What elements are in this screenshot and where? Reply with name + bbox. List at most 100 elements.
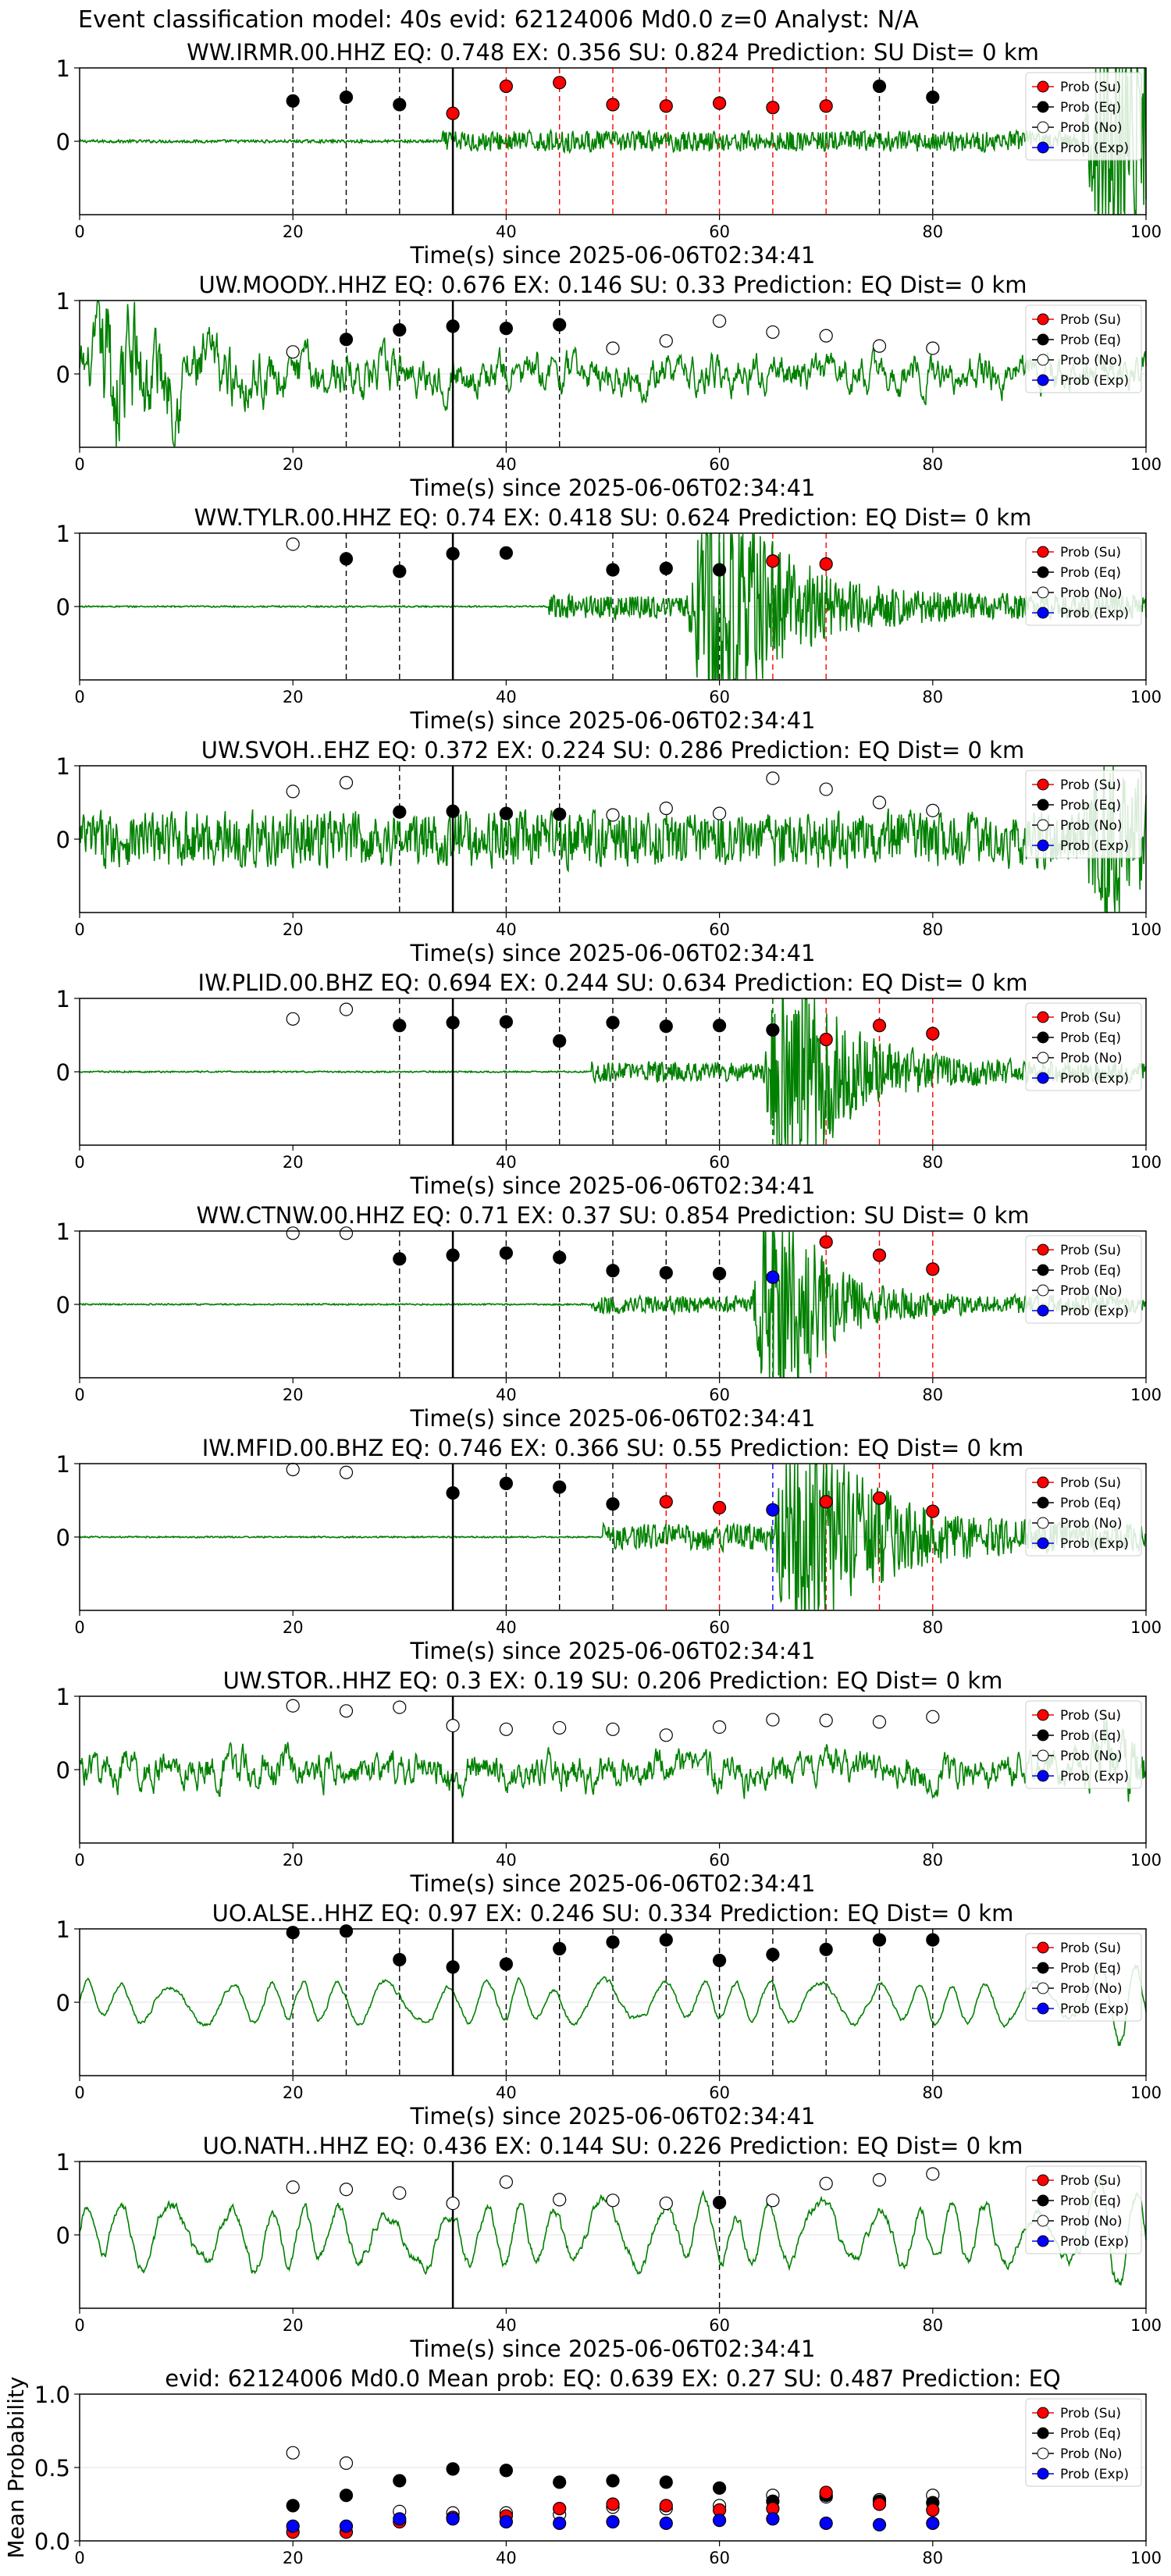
mean-prob-point [926,2516,940,2531]
prob-point [286,1926,300,1940]
x-axis-label: Time(s) since 2025-06-06T02:34:41 [410,242,816,269]
subplot-panel: WW.IRMR.00.HHZ EQ: 0.748 EX: 0.356 SU: 0… [56,39,1162,269]
prob-point [659,801,673,816]
y-tick-label: 0 [56,827,70,853]
x-tick-label: 80 [922,2549,943,2567]
prob-point [339,1924,354,1938]
legend-marker [1037,80,1049,93]
prob-point [339,333,354,347]
legend-label: Prob (Su) [1060,80,1121,95]
x-axis-label: Time(s) since 2025-06-06T02:34:41 [410,1172,816,1199]
legend-marker [1037,354,1049,366]
subplot-title: evid: 62124006 Md0.0 Mean prob: EQ: 0.63… [165,2365,1061,2392]
prob-point [766,1270,780,1284]
y-tick-label: 0 [56,129,70,155]
prob-point [926,1933,940,1947]
prob-point [499,1476,514,1490]
x-tick-label: 100 [1130,222,1162,241]
mean-prob-point [926,2503,940,2517]
y-tick-label: 0.5 [34,2455,70,2482]
prob-point [766,1023,780,1037]
legend-label: Prob (Eq) [1060,333,1121,348]
legend-marker [1037,607,1049,619]
prob-point [339,90,354,105]
y-tick-label: 1 [56,753,70,780]
legend-marker [1037,1941,1049,1954]
prob-point [606,98,620,112]
prob-point [819,329,833,343]
prob-point [926,1262,940,1276]
mean-prob-point [339,2456,354,2470]
y-axis-label: Mean Probability [3,2376,29,2558]
mean-prob-point [553,2475,567,2489]
prob-point [393,1019,407,1033]
subplot-title: UO.ALSE..HHZ EQ: 0.97 EX: 0.246 SU: 0.33… [212,1900,1014,1927]
legend-label: Prob (Exp) [1060,373,1129,389]
x-tick-label: 100 [1130,2083,1162,2102]
waveform-trace [79,68,1147,215]
mean-prob-point [446,2462,460,2476]
prob-point [339,776,354,790]
prob-point [712,1953,727,1968]
legend-label: Prob (Su) [1060,1475,1121,1491]
legend-label: Prob (No) [1060,120,1123,136]
x-tick-label: 40 [496,222,517,241]
legend-label: Prob (Su) [1060,1010,1121,1026]
x-tick-label: 60 [709,688,730,706]
x-tick-label: 80 [922,920,943,939]
legend-marker [1037,566,1049,578]
prob-point [606,341,620,355]
legend-marker [1037,1709,1049,1721]
mean-prob-point [286,2446,300,2460]
legend-marker [1037,1770,1049,1782]
prob-point [659,1265,673,1280]
prob-point [446,1485,460,1500]
legend-label: Prob (Su) [1060,777,1121,793]
mean-prob-point [872,2517,887,2532]
x-tick-label: 80 [922,1618,943,1637]
prob-point [553,1720,567,1735]
mean-prob-point [553,2516,567,2531]
prob-point [659,1728,673,1742]
x-tick-label: 40 [496,688,517,706]
x-tick-label: 80 [922,1153,943,1172]
y-tick-label: 1 [56,288,70,315]
legend-label: Prob (Exp) [1060,606,1129,621]
x-tick-label: 40 [496,455,517,474]
prob-point [446,1248,460,1262]
x-tick-label: 40 [496,1851,517,1870]
prob-point [872,795,887,809]
mean-prob-point [446,2512,460,2526]
legend-label: Prob (Exp) [1060,1536,1129,1552]
x-tick-label: 20 [283,222,304,241]
prob-point [819,1713,833,1727]
mean-prob-point [872,2497,887,2511]
x-tick-label: 0 [74,2083,84,2102]
prob-point [926,341,940,355]
mean-prob-point [819,2516,833,2531]
x-tick-label: 60 [709,1386,730,1404]
prob-point [712,314,727,328]
legend-marker [1037,1476,1049,1489]
legend-label: Prob (Exp) [1060,2467,1129,2482]
y-tick-label: 0 [56,2222,70,2249]
legend-marker [1037,2174,1049,2186]
mean-prob-point [712,2481,727,2495]
x-axis-label: Time(s) since 2025-06-06T02:34:41 [410,1638,816,1664]
prob-point [393,1252,407,1266]
legend-label: Prob (Su) [1060,2173,1121,2189]
prob-point [712,563,727,577]
prob-point [606,808,620,822]
prob-point [393,1700,407,1714]
mean-prob-point [712,2514,727,2528]
x-tick-label: 60 [709,1618,730,1637]
subplot-panel: WW.TYLR.00.HHZ EQ: 0.74 EX: 0.418 SU: 0.… [56,504,1162,734]
prob-point [339,1465,354,1479]
legend-marker [1037,333,1049,346]
prob-point [339,1704,354,1718]
legend-label: Prob (No) [1060,1283,1123,1299]
x-tick-label: 0 [74,920,84,939]
subplot-title: WW.CTNW.00.HHZ EQ: 0.71 EX: 0.37 SU: 0.8… [196,1202,1029,1229]
legend-marker [1037,2407,1049,2419]
legend-label: Prob (Exp) [1060,1769,1129,1784]
